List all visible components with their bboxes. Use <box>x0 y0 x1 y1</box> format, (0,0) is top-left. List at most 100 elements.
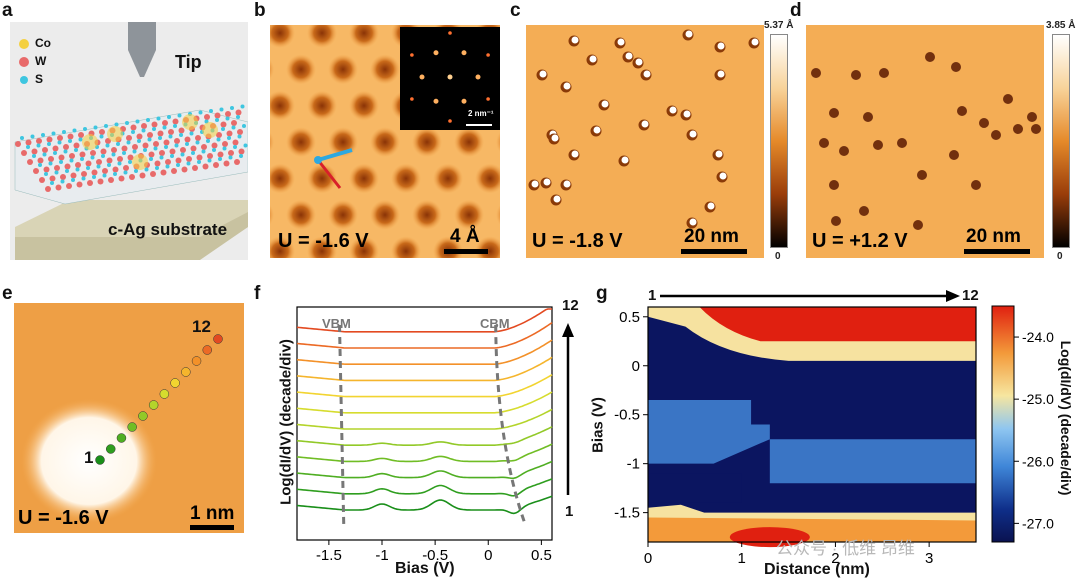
lattice-hole <box>370 127 400 158</box>
lattice-hole <box>349 163 379 194</box>
s-atom <box>132 149 137 154</box>
w-atom <box>64 163 71 170</box>
s-atom <box>99 134 104 139</box>
w-atom <box>220 121 227 128</box>
lattice-hole <box>454 127 484 158</box>
lattice-hole <box>270 204 274 226</box>
lattice-hole <box>286 127 316 158</box>
w-atom <box>57 135 63 141</box>
w-atom <box>162 120 168 126</box>
defect-spot <box>1027 112 1037 122</box>
lattice-vector-b <box>316 159 342 189</box>
w-atom <box>175 157 182 164</box>
s-atom <box>68 139 72 143</box>
w-atom <box>132 144 138 150</box>
panel-g-xtick-label: 1 <box>738 550 746 567</box>
s-atom <box>197 160 201 164</box>
gap-region-left <box>648 473 742 503</box>
w-atom <box>91 169 98 176</box>
s-atom <box>65 169 69 173</box>
spectrum-line <box>296 408 553 430</box>
w-atom <box>225 111 231 117</box>
panel-d-scale-label: 20 nm <box>966 226 1021 247</box>
co-atom <box>182 114 198 130</box>
defect-spot <box>553 195 561 203</box>
panel-f-ylabel: Log(dI/dV) (decade/div) <box>277 339 295 505</box>
w-atom <box>234 159 240 165</box>
colorbar-tick-label: -25.0 <box>1022 391 1054 407</box>
w-atom <box>153 141 159 147</box>
lattice-hole <box>270 131 274 153</box>
s-atom <box>72 128 77 133</box>
w-atom <box>142 142 149 149</box>
defect-spot <box>851 70 861 80</box>
defect-spot <box>715 150 723 158</box>
lattice-hole <box>270 90 295 121</box>
defect-spot <box>551 134 559 142</box>
s-atom <box>101 154 105 158</box>
defect-spot <box>811 68 821 78</box>
s-atom <box>191 151 195 155</box>
defect-spot <box>707 202 715 210</box>
panel-f-xlabel: Bias (V) <box>395 560 455 577</box>
defect-spot <box>897 138 907 148</box>
defect-spot <box>683 110 691 118</box>
w-atom <box>238 148 245 155</box>
panel-f-series-last: 12 <box>562 297 579 314</box>
w-legend-dot <box>19 57 29 67</box>
s-atom <box>78 137 83 142</box>
w-atom <box>172 118 179 125</box>
series-order-arrowhead <box>562 323 574 337</box>
lattice-hole <box>328 54 358 85</box>
s-atom <box>62 130 66 134</box>
w-atom <box>43 166 50 173</box>
w-atom <box>204 114 210 120</box>
defect-spot <box>949 150 959 160</box>
spectrum-line <box>296 495 553 515</box>
w-atom <box>63 144 69 150</box>
panel-f-xtick-label: -0.5 <box>422 547 448 564</box>
panel-g-chart: 0 1 2 30.50-0.5-1-1.5-24.0-25.0-26.0-27.0 <box>614 290 1054 567</box>
w-atom <box>70 172 77 179</box>
lattice-hole <box>412 199 442 230</box>
defect-spot <box>641 120 649 128</box>
s-atom <box>170 154 174 158</box>
s-atom <box>185 142 189 146</box>
defect-spot <box>917 170 927 180</box>
w-atom <box>118 175 125 182</box>
defect-spot <box>913 220 923 230</box>
lattice-hole <box>475 163 500 194</box>
fft-peak-outer <box>410 53 414 57</box>
panel-a-schematic: Co W S Tip c-Ag substrate <box>10 22 248 260</box>
defect-spot <box>829 180 839 190</box>
defect-spot <box>717 42 725 50</box>
watermark: 公众号 · 低维 昂维 <box>776 539 915 558</box>
s-atom <box>239 154 243 158</box>
s-atom <box>71 178 75 182</box>
w-atom <box>25 139 32 146</box>
s-atom <box>146 118 150 122</box>
position-arrowhead <box>946 290 960 302</box>
panel-g-ytick-label: 0.5 <box>619 309 640 326</box>
s-atom <box>26 145 30 149</box>
w-atom <box>48 156 54 162</box>
w-atom <box>232 139 239 146</box>
s-atom <box>53 151 57 155</box>
lattice-hole <box>391 236 421 258</box>
w-atom <box>196 154 203 161</box>
defect-spot <box>589 55 597 63</box>
lattice-origin <box>314 156 322 164</box>
w-atom <box>97 178 104 185</box>
w-atom <box>123 165 129 171</box>
panel-f-frame <box>296 306 553 541</box>
lattice-hole <box>454 199 484 230</box>
s-atom <box>231 125 236 130</box>
lattice-hole <box>307 163 337 194</box>
defect-spot <box>879 68 889 78</box>
panel-f-xtick-label: 0 <box>484 547 492 564</box>
defect-spot <box>625 52 633 60</box>
w-atom <box>237 129 243 135</box>
co-legend-dot <box>19 39 29 49</box>
w-atom <box>141 123 147 129</box>
lattice-hole <box>391 163 421 194</box>
